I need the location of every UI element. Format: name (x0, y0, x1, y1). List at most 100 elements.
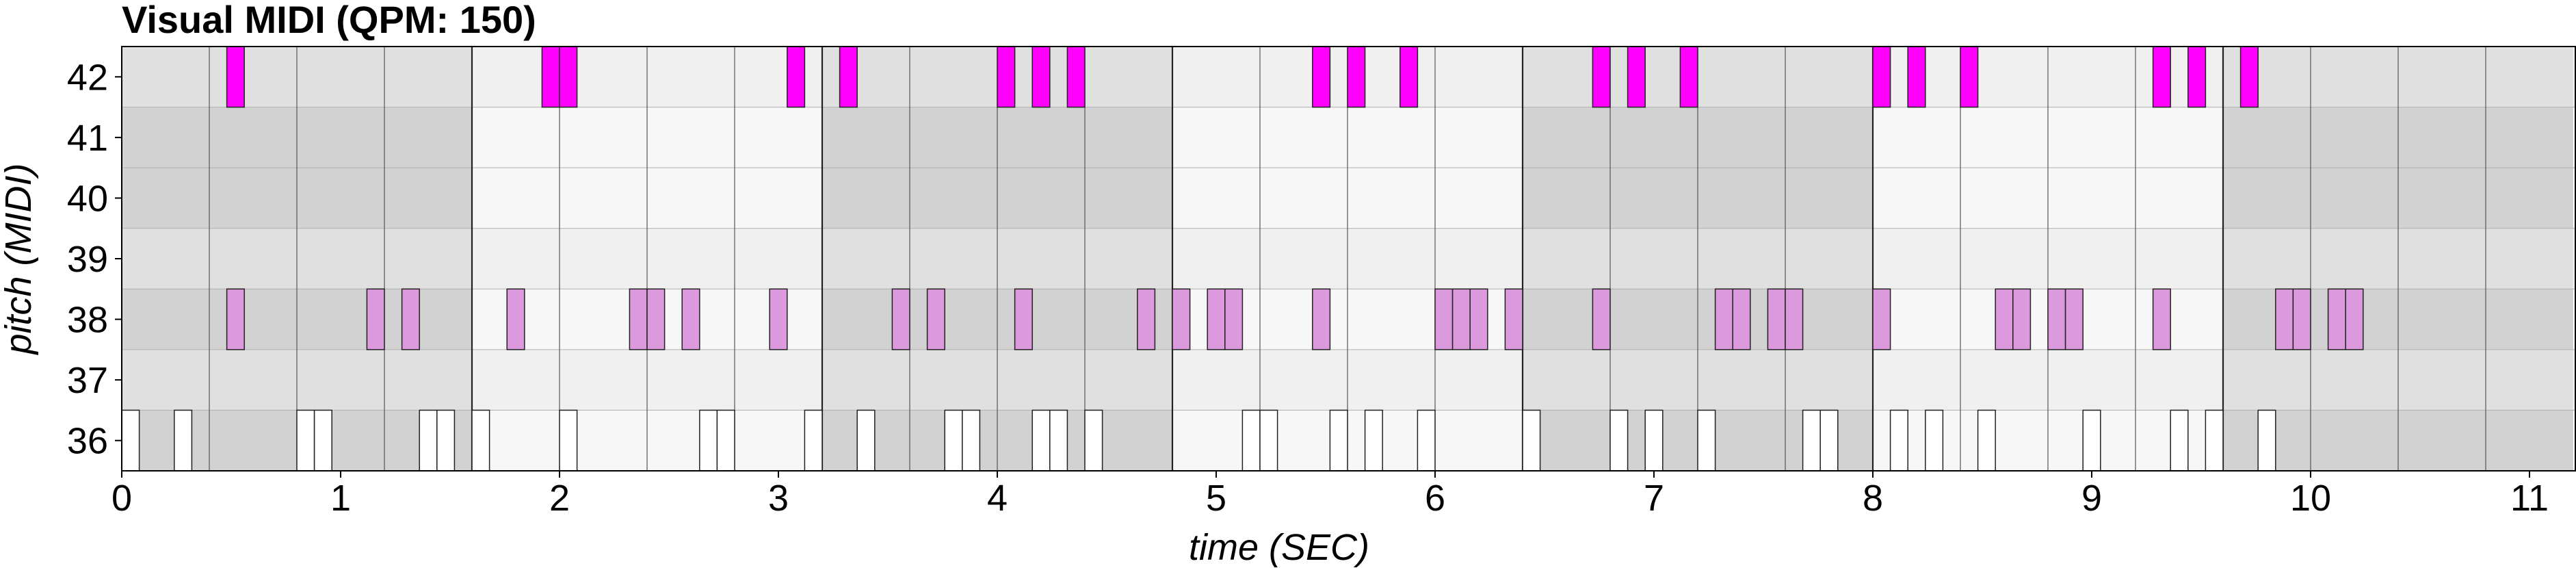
note-36 (1889, 409, 1908, 472)
note-38 (926, 288, 945, 350)
note-36 (1049, 409, 1068, 472)
note-38 (366, 288, 385, 350)
note-38 (1785, 288, 1804, 350)
note-36 (804, 409, 823, 472)
note-36 (2257, 409, 2276, 472)
note-42 (2239, 46, 2259, 108)
black-key-row (122, 228, 2575, 289)
note-42 (541, 46, 560, 108)
note-36 (174, 409, 193, 472)
note-38 (891, 288, 910, 350)
note-36 (1031, 409, 1051, 472)
note-38 (226, 288, 245, 350)
note-36 (2170, 409, 2189, 472)
note-42 (1627, 46, 1646, 108)
note-38 (646, 288, 666, 350)
note-42 (787, 46, 806, 108)
note-36 (1417, 409, 1436, 472)
note-38 (2152, 288, 2171, 350)
black-key-row (122, 349, 2575, 411)
y-tick-label: 40 (67, 178, 108, 219)
note-36 (1644, 409, 1664, 472)
note-38 (2064, 288, 2084, 350)
note-42 (2152, 46, 2171, 108)
note-42 (997, 46, 1016, 108)
note-38 (1995, 288, 2014, 350)
note-36 (1259, 409, 1278, 472)
note-42 (1960, 46, 1979, 108)
note-38 (1207, 288, 1226, 350)
note-38 (1732, 288, 1751, 350)
x-tick-label: 10 (2290, 478, 2331, 519)
note-38 (629, 288, 648, 350)
note-38 (1451, 288, 1471, 350)
note-38 (401, 288, 420, 350)
note-38 (1592, 288, 1611, 350)
note-38 (2327, 288, 2346, 350)
note-38 (2292, 288, 2311, 350)
note-42 (1907, 46, 1926, 108)
x-tick-label: 2 (549, 478, 570, 519)
y-tick-label: 38 (67, 300, 108, 341)
note-42 (1872, 46, 1891, 108)
y-tick-label: 41 (67, 118, 108, 159)
note-38 (1714, 288, 1733, 350)
note-42 (1031, 46, 1051, 108)
note-38 (1469, 288, 1488, 350)
note-38 (1504, 288, 1523, 350)
note-36 (2082, 409, 2101, 472)
notes-layer (121, 46, 2364, 472)
note-36 (559, 409, 578, 472)
y-tick-label: 42 (67, 57, 108, 98)
note-36 (296, 409, 315, 472)
note-38 (2275, 288, 2294, 350)
note-42 (1399, 46, 1419, 108)
chart-title: Visual MIDI (QPM: 150) (122, 0, 536, 41)
x-tick-label: 9 (2081, 478, 2102, 519)
x-tick-label: 5 (1206, 478, 1226, 519)
note-42 (1347, 46, 1366, 108)
note-36 (436, 409, 456, 472)
note-38 (1434, 288, 1454, 350)
note-36 (121, 409, 140, 472)
note-36 (1819, 409, 1839, 472)
y-tick-label: 36 (67, 421, 108, 462)
x-tick-label: 11 (2510, 478, 2549, 519)
y-tick-label: 37 (67, 360, 108, 401)
note-42 (2187, 46, 2207, 108)
note-36 (1802, 409, 1821, 472)
note-38 (506, 288, 525, 350)
note-36 (2205, 409, 2224, 472)
note-36 (313, 409, 332, 472)
note-36 (419, 409, 438, 472)
note-38 (1014, 288, 1033, 350)
note-42 (1592, 46, 1611, 108)
axes (115, 46, 2576, 478)
x-tick-label: 1 (330, 478, 351, 519)
note-36 (699, 409, 718, 472)
x-tick-label: 0 (111, 478, 132, 519)
note-36 (1977, 409, 1996, 472)
note-38 (1312, 288, 1331, 350)
note-36 (962, 409, 981, 472)
note-38 (681, 288, 700, 350)
note-38 (2012, 288, 2032, 350)
note-36 (1084, 409, 1103, 472)
x-tick-label: 6 (1425, 478, 1445, 519)
note-36 (1522, 409, 1541, 472)
note-38 (2345, 288, 2364, 350)
note-38 (1172, 288, 1191, 350)
note-42 (226, 46, 245, 108)
x-axis-label: time (SEC) (1189, 527, 1369, 568)
x-tick-label: 8 (1863, 478, 1883, 519)
x-tick-label: 4 (987, 478, 1008, 519)
note-36 (944, 409, 963, 472)
note-42 (839, 46, 858, 108)
note-36 (1364, 409, 1383, 472)
note-36 (716, 409, 735, 472)
note-36 (1925, 409, 1944, 472)
note-36 (1609, 409, 1629, 472)
note-38 (1767, 288, 1786, 350)
note-36 (1241, 409, 1261, 472)
note-38 (1137, 288, 1156, 350)
